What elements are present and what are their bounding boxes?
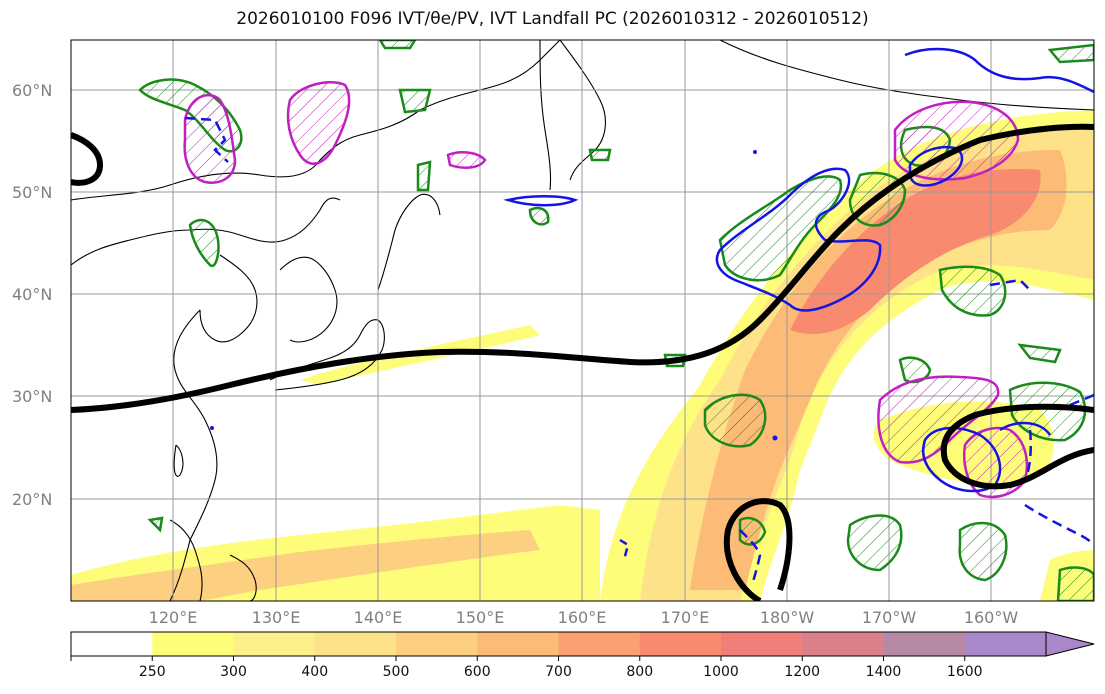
colorbar-segment bbox=[883, 632, 966, 656]
figure-title: 2026010100 F096 IVT/θe/PV, IVT Landfall … bbox=[236, 9, 869, 29]
colorbar-tick-label: 500 bbox=[383, 664, 410, 680]
colorbar-tick-label: 1600 bbox=[947, 664, 983, 680]
colorbar-tick-label: 250 bbox=[139, 664, 166, 680]
lon-label: 150°E bbox=[456, 608, 505, 627]
lon-label: 160°W bbox=[964, 608, 1019, 627]
colorbar-segment bbox=[314, 632, 397, 656]
lon-label: 160°E bbox=[558, 608, 607, 627]
colorbar: 250 300 400 500 600 700 800 1000 1200 1400 1600 bbox=[70, 631, 1095, 680]
colorbar-segment bbox=[233, 632, 316, 656]
lon-label: 170°W bbox=[862, 608, 917, 627]
black-contours bbox=[71, 123, 1094, 601]
lat-label: 50°N bbox=[12, 183, 52, 202]
colorbar-segment bbox=[802, 632, 884, 656]
colorbar-segment bbox=[639, 632, 722, 656]
colorbar-tick-label: 1400 bbox=[866, 664, 902, 680]
lon-labels: 120°E 130°E 140°E 150°E 160°E 170°E 180°… bbox=[149, 608, 1019, 627]
colorbar-segment bbox=[964, 632, 1047, 656]
pv-contours bbox=[183, 81, 1029, 499]
lon-label: 170°E bbox=[661, 608, 710, 627]
colorbar-tick-label: 1000 bbox=[703, 664, 739, 680]
island-specks bbox=[210, 150, 778, 441]
lat-label: 60°N bbox=[12, 81, 52, 100]
lat-labels: 60°N 50°N 40°N 30°N 20°N bbox=[12, 81, 52, 509]
colorbar-segment bbox=[152, 632, 234, 656]
colorbar-segment bbox=[396, 632, 478, 656]
lat-label: 40°N bbox=[12, 285, 52, 304]
colorbar-tick-label: 800 bbox=[626, 664, 653, 680]
map-area bbox=[71, 40, 1094, 601]
lat-label: 20°N bbox=[12, 490, 52, 509]
colorbar-tick-label: 300 bbox=[220, 664, 247, 680]
colorbar-tick-label: 400 bbox=[301, 664, 328, 680]
lon-label: 180°W bbox=[760, 608, 815, 627]
colorbar-tick-label: 700 bbox=[545, 664, 572, 680]
colorbar-tick-label: 600 bbox=[464, 664, 491, 680]
colorbar-segment bbox=[558, 632, 641, 656]
colorbar-segment bbox=[721, 632, 803, 656]
colorbar-tick-label: 1200 bbox=[784, 664, 820, 680]
colorbar-segment bbox=[477, 632, 559, 656]
lat-label: 30°N bbox=[12, 387, 52, 406]
colorbar-segment bbox=[71, 632, 153, 656]
blue-contours bbox=[184, 47, 1094, 586]
lon-label: 120°E bbox=[149, 608, 198, 627]
lon-label: 130°E bbox=[252, 608, 301, 627]
lon-label: 140°E bbox=[354, 608, 403, 627]
colorbar-extend-arrow bbox=[1045, 631, 1095, 657]
map-frame bbox=[70, 39, 1095, 602]
